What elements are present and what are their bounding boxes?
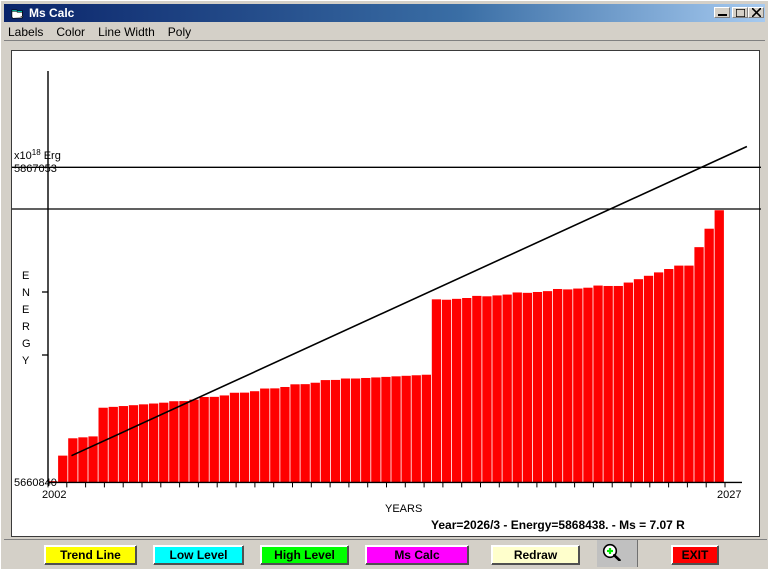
svg-text:N: N bbox=[22, 287, 30, 299]
svg-text:x1018 Erg: x1018 Erg bbox=[14, 148, 61, 163]
svg-text:G: G bbox=[22, 338, 31, 350]
svg-text:Y: Y bbox=[22, 355, 30, 367]
svg-text:R: R bbox=[22, 321, 30, 333]
svg-text:5660840: 5660840 bbox=[14, 477, 57, 489]
svg-text:E: E bbox=[22, 304, 29, 316]
svg-text:E: E bbox=[22, 270, 29, 282]
svg-text:5867053: 5867053 bbox=[14, 163, 57, 175]
